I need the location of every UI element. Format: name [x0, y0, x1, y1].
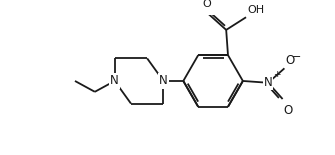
Text: N: N [264, 76, 273, 89]
Text: O: O [283, 104, 293, 117]
Text: OH: OH [247, 4, 264, 15]
Text: O: O [285, 54, 294, 67]
Text: N: N [159, 74, 168, 87]
Text: O: O [203, 0, 212, 9]
Text: N: N [110, 74, 119, 87]
Text: +: + [273, 70, 280, 79]
Text: −: − [292, 52, 301, 62]
